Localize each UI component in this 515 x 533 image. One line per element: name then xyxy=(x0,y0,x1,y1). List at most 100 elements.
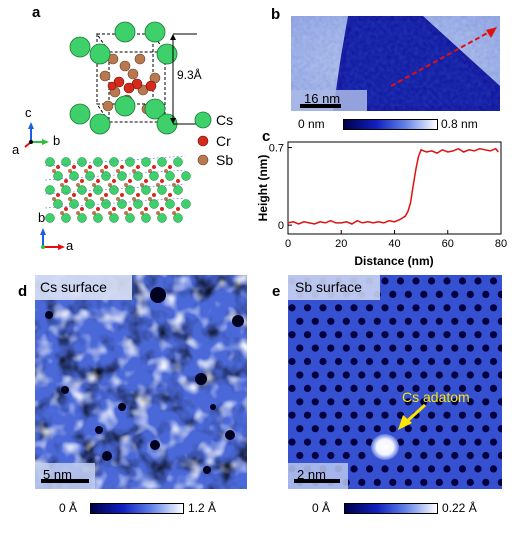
crystal-structure-side-view xyxy=(24,21,212,250)
x-tick-label: 80 xyxy=(495,238,507,250)
topview-cs-atom xyxy=(61,185,71,195)
lattice-pit xyxy=(474,384,482,392)
lattice-pit xyxy=(482,317,490,325)
lattice-pit xyxy=(350,438,358,446)
lattice-pit xyxy=(358,371,366,379)
lattice-pit xyxy=(443,384,451,392)
topview-cs-atom xyxy=(125,213,135,223)
lattice-pit xyxy=(435,398,443,406)
lattice-pit xyxy=(435,290,443,298)
topview-cr-atom xyxy=(56,165,60,169)
legend-sb-swatch xyxy=(197,154,209,166)
topview-cr-atom xyxy=(136,165,140,169)
lattice-pit xyxy=(334,304,343,312)
lattice-pit xyxy=(381,277,389,285)
lattice-pit xyxy=(458,438,467,446)
lattice-pit xyxy=(319,357,327,366)
topview-sb-atom xyxy=(164,169,168,173)
lattice-pit xyxy=(350,304,358,312)
topview-cs-atom xyxy=(53,199,63,209)
lattice-pit xyxy=(288,304,296,312)
topview-cs-atom xyxy=(133,199,143,209)
x-axis-title: Distance (nm) xyxy=(354,254,433,268)
topview-cs-atom xyxy=(45,185,55,195)
legend-cs-label: Cs xyxy=(216,112,234,128)
lattice-pit xyxy=(288,331,296,339)
lattice-pit xyxy=(389,398,397,406)
lattice-pit xyxy=(319,384,327,392)
topview-cr-atom xyxy=(120,165,124,169)
lattice-pit xyxy=(389,317,397,325)
lattice-pit xyxy=(412,465,420,473)
lattice-pit xyxy=(451,290,459,298)
topview-cr-atom xyxy=(152,165,156,169)
lattice-pit xyxy=(396,357,405,366)
topview-cr-atom xyxy=(88,193,92,197)
lattice-pit xyxy=(466,344,474,352)
topview-bond xyxy=(44,169,186,181)
legend-cr-label: Cr xyxy=(216,133,231,149)
topview-sb-atom xyxy=(148,169,152,173)
lattice-pit xyxy=(288,438,296,446)
lattice-pit xyxy=(497,398,502,406)
topview-sb-atom xyxy=(76,183,80,187)
lattice-pit xyxy=(389,371,397,379)
lattice-pit xyxy=(334,357,343,366)
topview-cr-atom xyxy=(128,179,132,183)
lattice-pit xyxy=(311,398,319,406)
lattice-pit xyxy=(373,344,381,352)
lattice-pit xyxy=(451,317,459,325)
topview-sb-atom xyxy=(140,211,144,215)
sb-surface-title: Sb surface xyxy=(295,279,362,295)
lattice-pit xyxy=(396,384,405,392)
lattice-pit xyxy=(466,317,474,325)
height-profile-chart: 0 20 40 60 80 00.7 Distance (nm) Height (nm) xyxy=(256,141,507,268)
lattice-pit xyxy=(342,451,350,460)
colorbar-b xyxy=(343,119,438,130)
lattice-pit xyxy=(451,478,459,486)
x-tick-label: 0 xyxy=(285,238,291,250)
x-tick-label: 20 xyxy=(335,238,347,250)
lattice-pit xyxy=(327,317,335,325)
topview-cs-atom xyxy=(77,185,87,195)
y-ticks: 00.7 xyxy=(269,143,292,232)
lattice-pit xyxy=(497,344,502,352)
lattice-pit xyxy=(420,317,428,325)
lattice-pit xyxy=(458,465,467,473)
lattice-pit xyxy=(342,344,350,352)
lattice-pit xyxy=(319,438,327,446)
topview-sb-atom xyxy=(84,169,88,173)
topview-cr-atom xyxy=(152,193,156,197)
lattice-pit xyxy=(396,331,405,339)
lattice-pit xyxy=(389,290,397,298)
topview-sb-atom xyxy=(156,211,160,215)
topview-cr-atom xyxy=(112,207,116,211)
lattice-pit xyxy=(489,331,498,339)
lattice-pit xyxy=(311,425,319,433)
topview-cr-atom xyxy=(176,207,180,211)
lattice-pit xyxy=(350,465,358,473)
scale-bar-e-label: 2 nm xyxy=(297,467,326,482)
lattice-pit xyxy=(420,425,428,433)
lattice-pit xyxy=(412,331,420,339)
lattice-pit xyxy=(489,465,498,473)
topview-cs-atom xyxy=(157,157,167,167)
line-profile-arrow xyxy=(390,30,492,87)
topview-sb-atom xyxy=(164,197,168,201)
topview-cs-atom xyxy=(157,213,167,223)
topview-cs-atom xyxy=(149,171,159,181)
topview-cr-atom xyxy=(64,207,68,211)
lattice-pit xyxy=(288,384,296,392)
topview-cs-atom xyxy=(165,171,175,181)
lattice-pit xyxy=(427,465,436,473)
lattice-pit xyxy=(443,438,451,446)
lattice-pit xyxy=(458,304,467,312)
lattice-pit xyxy=(482,451,490,460)
lattice-pit xyxy=(435,451,443,460)
lattice-pit xyxy=(358,425,366,433)
lattice-pit xyxy=(435,371,443,379)
topview-cr-atom xyxy=(144,179,148,183)
lattice-pit xyxy=(466,398,474,406)
lattice-pit xyxy=(296,398,304,406)
lattice-pit xyxy=(474,304,482,312)
